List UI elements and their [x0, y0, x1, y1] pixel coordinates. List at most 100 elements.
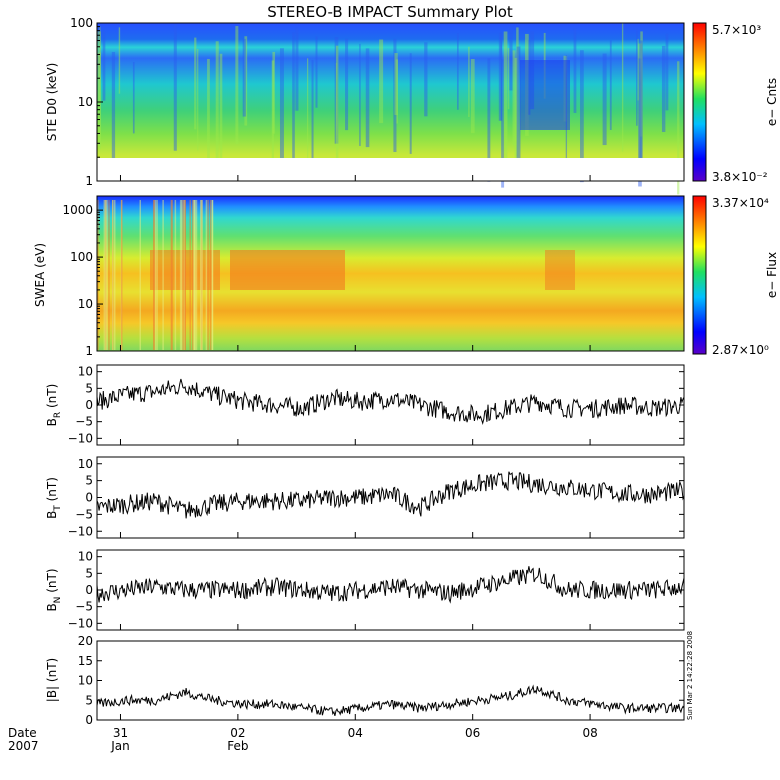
ste-streak: [244, 36, 248, 126]
ste-streak: [335, 62, 338, 140]
x-tick-day: 06: [465, 726, 480, 740]
ste-streak: [409, 53, 412, 154]
ste-streak: [638, 58, 642, 187]
ste-streak: [345, 38, 349, 131]
x-tick-day: 02: [230, 726, 245, 740]
swea-streak: [170, 200, 173, 350]
ste-streak: [470, 59, 475, 134]
swea-streak: [205, 200, 208, 350]
swea-streak: [201, 200, 203, 350]
ste-streak: [637, 38, 639, 101]
y-tick-label: 0: [85, 713, 93, 727]
swea-colorbar-min: 2.87×10⁰: [712, 343, 769, 357]
ste-streak: [393, 38, 397, 152]
swea-high-flux-band: [545, 250, 575, 290]
swea-streak: [199, 200, 202, 350]
swea-y-axis: 1 10 100 1000: [62, 195, 103, 358]
y-tick-label: −5: [75, 507, 93, 521]
ste-streak: [235, 26, 239, 144]
ste-streak: [514, 57, 518, 161]
ste-streak: [215, 41, 219, 176]
y-tick-label: 100: [70, 250, 93, 264]
x-tick-day: 08: [582, 726, 597, 740]
ste-spectrogram: [97, 23, 684, 158]
swea-streak: [108, 200, 110, 350]
bmag-trace: [96, 684, 685, 717]
ste-streak: [638, 43, 642, 173]
ste-empty-region: [97, 158, 684, 181]
ste-streak: [111, 51, 116, 180]
y-tick-label: 10: [78, 674, 93, 688]
swea-streak: [156, 200, 158, 350]
ste-streak: [636, 28, 638, 126]
ste-streak: [500, 32, 503, 121]
ste-streak: [661, 45, 666, 132]
swea-streak: [193, 200, 195, 350]
x-tick-month: Jan: [110, 739, 130, 753]
swea-colorbar-label: e− Flux: [765, 252, 779, 298]
ste-streak: [573, 28, 577, 113]
ste-streak: [640, 31, 643, 137]
swea-colorbar: [692, 195, 707, 355]
x-tick-day: 04: [348, 726, 363, 740]
ste-streak: [99, 26, 101, 105]
ste-streak: [507, 48, 510, 110]
ste-streak: [456, 33, 459, 110]
ste-streak: [609, 40, 612, 130]
y-tick-label: 20: [78, 634, 93, 648]
swea-streak: [179, 200, 182, 350]
y-tick-label: 10: [78, 550, 93, 564]
swea-high-flux-band: [230, 250, 345, 290]
ste-streak: [424, 42, 428, 117]
swea-streak: [192, 200, 194, 350]
generation-timestamp: Sun Mar 2 14:22:28 2008: [686, 631, 694, 720]
ste-streak: [359, 43, 361, 146]
swea-streak: [113, 200, 116, 350]
ste-streak: [365, 48, 370, 148]
br-trace: [96, 378, 685, 426]
y-tick-label: −5: [75, 415, 93, 429]
bmag-ylabel: |B| (nT): [45, 658, 59, 702]
ste-streak: [311, 59, 314, 159]
swea-streak: [174, 200, 177, 350]
ste-streak: [197, 48, 199, 151]
ste-streak: [677, 61, 680, 195]
swea-streak: [182, 200, 184, 350]
bt-panel: 10 5 0 −5 −10: [68, 456, 685, 539]
swea-streaks: [97, 200, 575, 350]
ste-streak: [516, 27, 519, 157]
ste-streak: [509, 27, 513, 91]
swea-streak: [171, 200, 173, 350]
ste-ylabel: STE D0 (keV): [45, 63, 59, 142]
ste-streak: [335, 45, 339, 160]
swea-ylabel: SWEA (eV): [33, 243, 47, 307]
swea-streak: [106, 200, 108, 350]
swea-streak: [153, 200, 155, 350]
y-tick-label: 100: [70, 16, 93, 30]
ste-streak: [173, 24, 177, 151]
swea-colorbar-max: 3.37×10⁴: [712, 196, 769, 210]
ste-streak: [334, 37, 339, 144]
ste-streak: [219, 53, 223, 167]
y-tick-label: −10: [68, 616, 93, 630]
ste-streak: [295, 27, 299, 111]
ste-streak: [503, 31, 508, 163]
y-tick-label: 10: [78, 95, 93, 109]
ste-colorbar-max: 5.7×10³: [712, 23, 761, 37]
ste-streak: [468, 46, 470, 118]
y-tick-label: 5: [85, 381, 93, 395]
y-tick-label: 10: [78, 297, 93, 311]
ste-streak: [194, 37, 197, 130]
ste-streak: [379, 39, 384, 124]
swea-streak: [181, 200, 183, 350]
year-label: 2007: [8, 739, 39, 753]
y-tick-label: 1: [85, 174, 93, 188]
ste-streak: [501, 59, 505, 188]
y-tick-label: 15: [78, 654, 93, 668]
swea-streak: [154, 200, 157, 350]
y-tick-label: 1: [85, 344, 93, 358]
swea-streak: [97, 200, 99, 350]
ste-streak: [97, 52, 101, 150]
y-tick-label: 0: [85, 398, 93, 412]
